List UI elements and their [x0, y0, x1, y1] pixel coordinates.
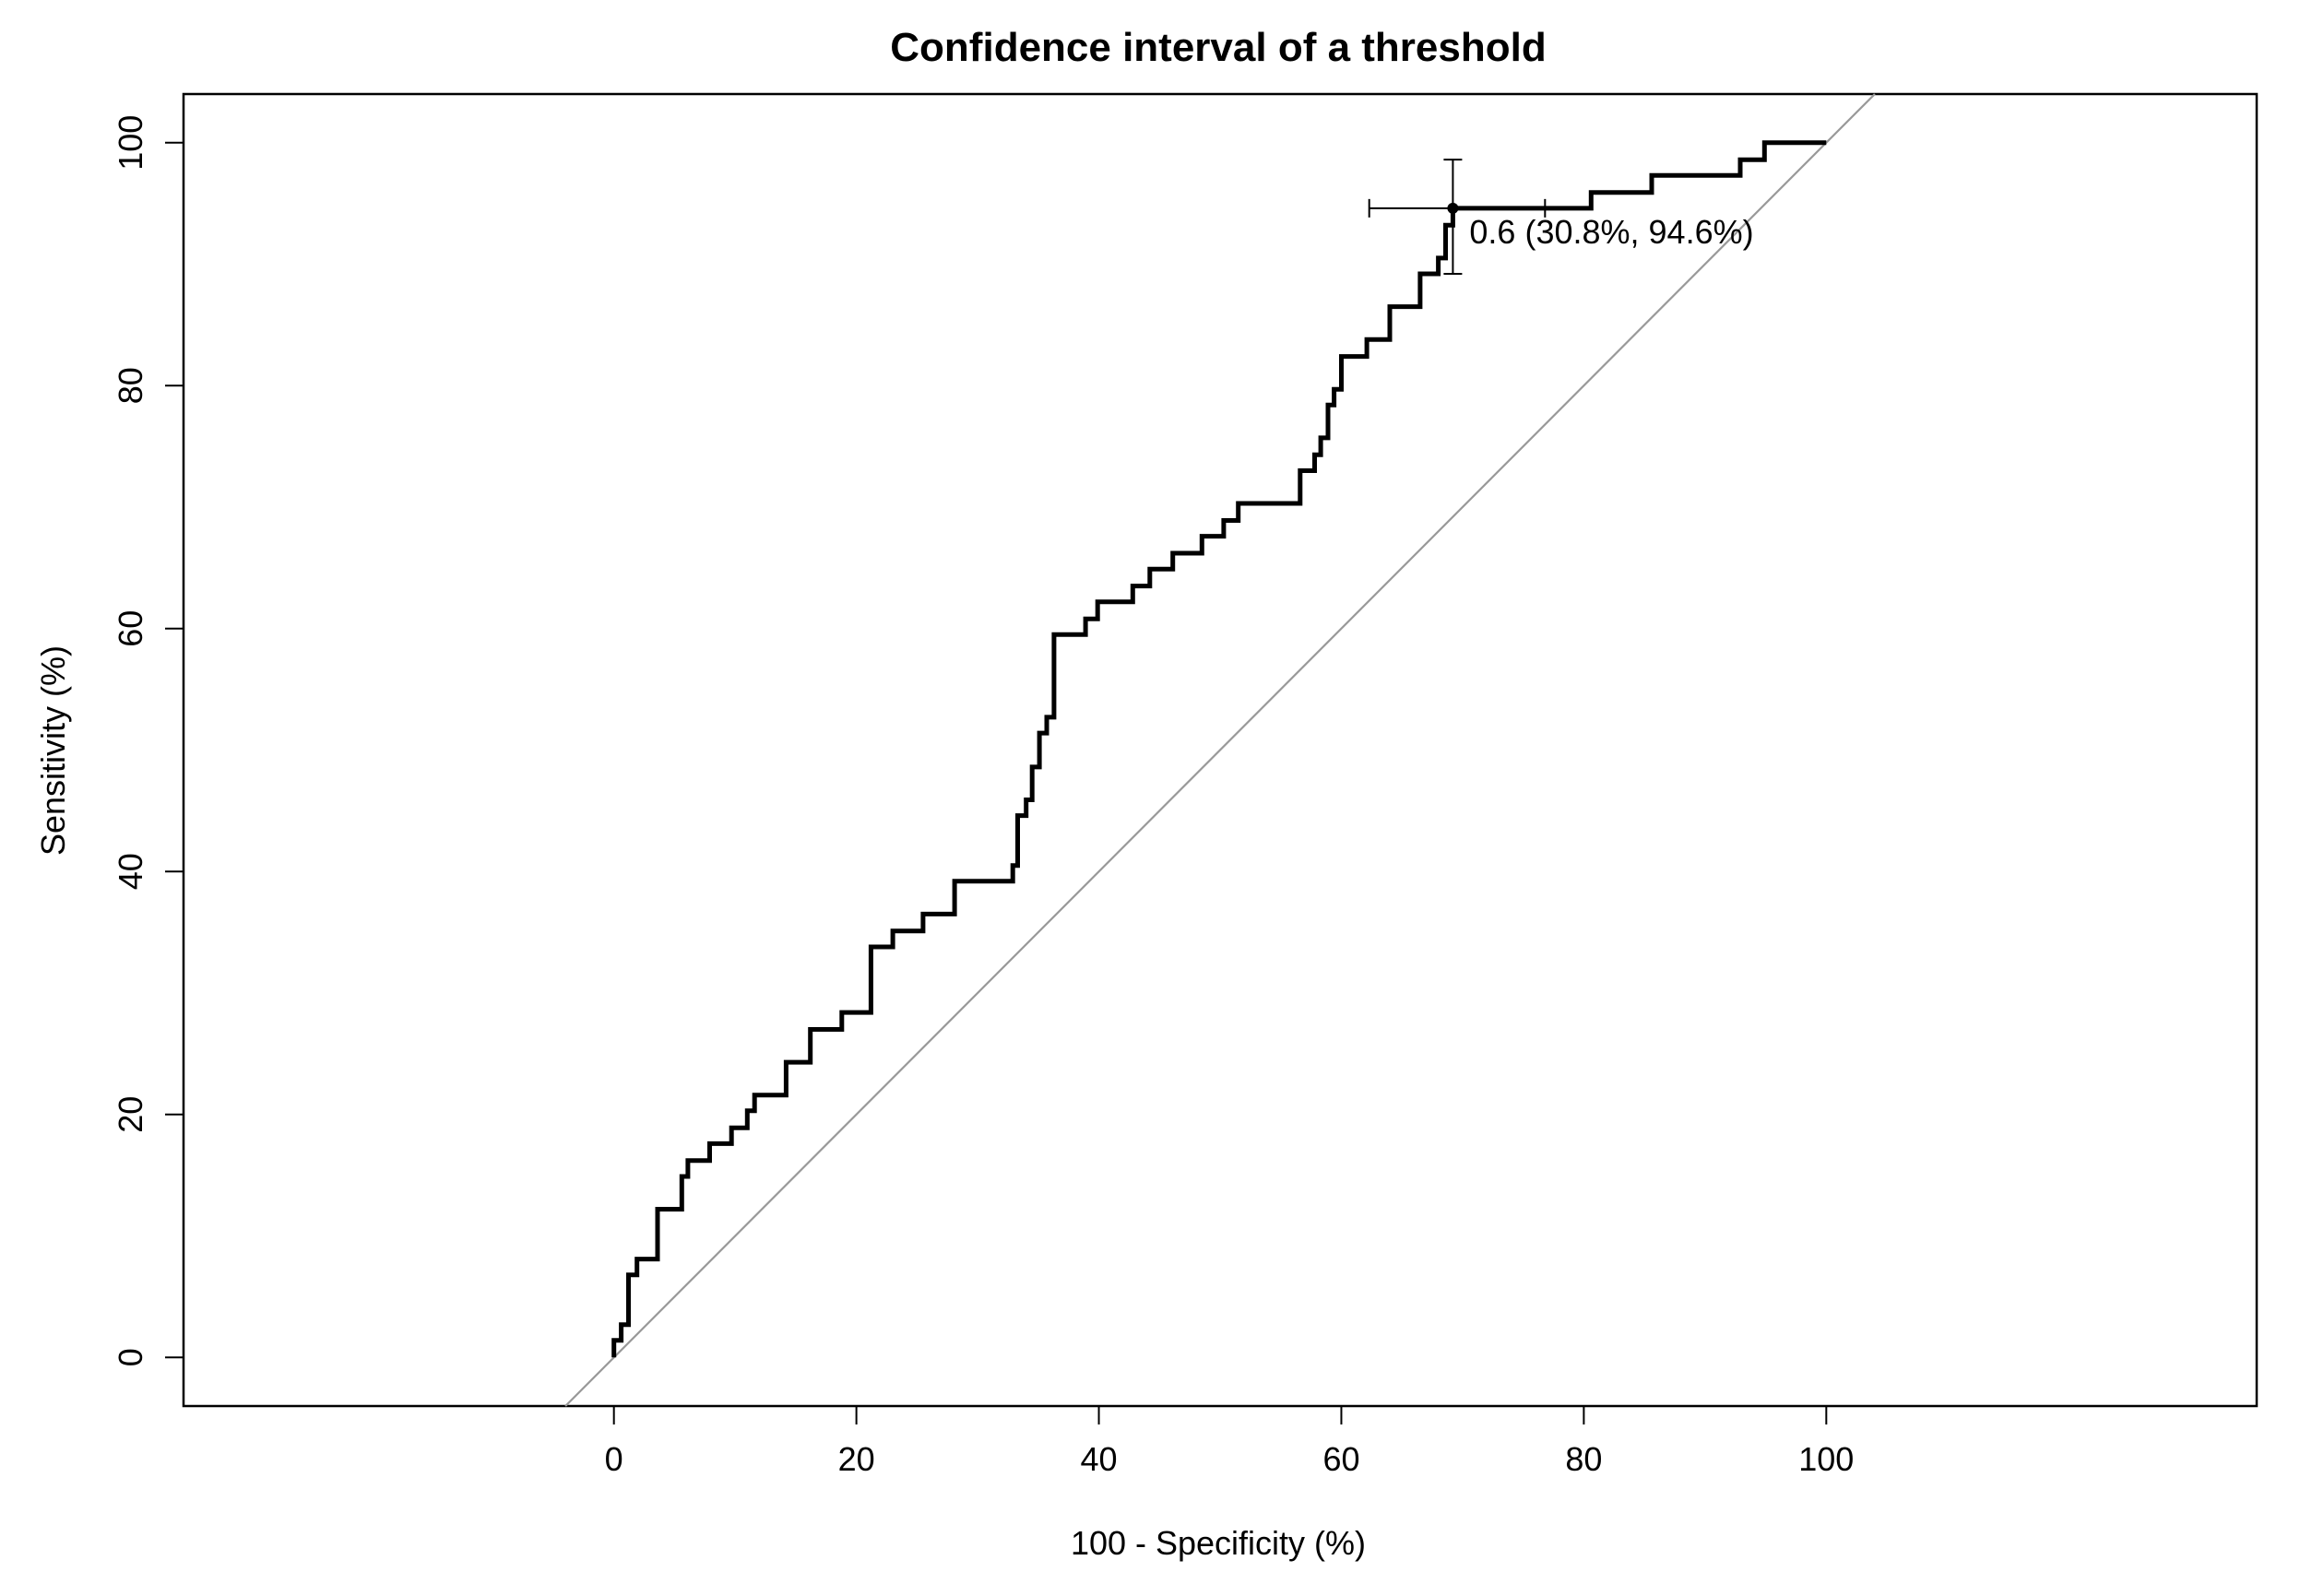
y-tick-label: 20: [112, 1096, 149, 1133]
x-tick-label: 80: [1565, 1440, 1602, 1478]
y-axis: 0 20 40 60 80 100: [112, 115, 184, 1366]
x-axis: 0 20 40 60 80 100: [605, 1405, 1854, 1478]
y-tick-label: 80: [112, 367, 149, 404]
x-axis-label: 100 - Specificity (%): [1071, 1524, 1366, 1562]
reference-diagonal-layer: [564, 93, 1876, 1407]
threshold-point: [1447, 202, 1459, 214]
x-tick-label: 20: [838, 1440, 875, 1478]
x-tick-label: 60: [1322, 1440, 1359, 1478]
y-axis-label: Sensitivity (%): [34, 645, 72, 856]
threshold-label: 0.6 (30.8%, 94.6%): [1469, 213, 1753, 251]
reference-diagonal-line: [564, 93, 1876, 1407]
x-tick-label: 40: [1081, 1440, 1118, 1478]
y-tick-label: 40: [112, 853, 149, 890]
roc-curve-series-0: [611, 140, 1827, 1358]
threshold-ci-layer: 0.6 (30.8%, 94.6%): [1368, 159, 1754, 276]
y-tick-label: 100: [112, 115, 149, 171]
roc-curve-layer: [611, 140, 1827, 1358]
y-tick-label: 0: [112, 1348, 149, 1366]
x-tick-label: 100: [1798, 1440, 1854, 1478]
x-tick-label: 0: [605, 1440, 623, 1478]
chart-title: Confidence interval of a threshold: [890, 25, 1546, 70]
y-tick-label: 60: [112, 610, 149, 647]
